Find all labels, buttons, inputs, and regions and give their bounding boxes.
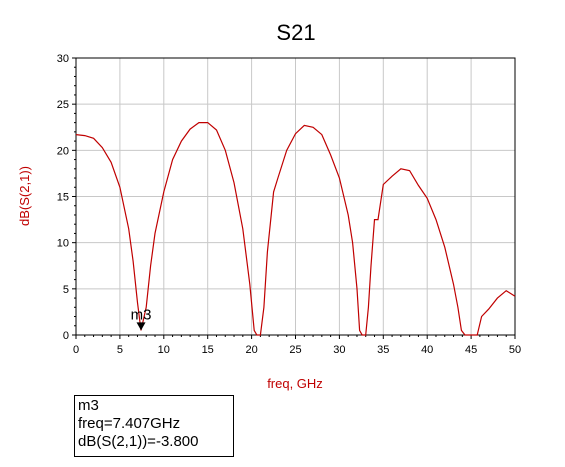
x-tick-label: 45	[465, 344, 477, 356]
x-tick-label: 25	[289, 344, 301, 356]
y-tick-label: 5	[63, 284, 69, 296]
y-tick-label: 15	[57, 192, 69, 204]
x-tick-label: 35	[377, 344, 389, 356]
marker-triangle[interactable]	[136, 322, 146, 331]
x-tick-label: 5	[117, 344, 123, 356]
x-tick-label: 0	[73, 344, 79, 356]
marker-readout: m3 freq=7.407GHz dB(S(2,1))=-3.800	[74, 395, 234, 457]
series-line	[75, 122, 516, 336]
x-tick-label: 50	[509, 344, 521, 356]
y-axis-label: dB(S(2,1))	[17, 166, 32, 226]
x-tick-label: 10	[158, 344, 170, 356]
y-tick-label: 0	[63, 330, 69, 342]
x-axis-label: freq, GHz	[267, 376, 323, 391]
y-tick-label: 30	[57, 53, 69, 65]
x-tick-label: 40	[421, 344, 433, 356]
x-tick-label: 20	[245, 344, 257, 356]
y-tick-label: 25	[57, 99, 69, 111]
y-axis: 0 5 10 15 20 25 30	[57, 53, 76, 342]
y-tick-label: 20	[57, 145, 69, 157]
x-tick-label: 30	[333, 344, 345, 356]
x-axis: 0 5 10 15 20 25 30 35 40 45 50	[73, 335, 521, 356]
marker-readout-value: dB(S(2,1))=-3.800	[78, 433, 199, 450]
marker-readout-name: m3	[78, 397, 99, 414]
grid	[76, 58, 515, 335]
marker[interactable]: m3	[131, 306, 152, 331]
y-tick-label: 10	[57, 238, 69, 250]
marker-label: m3	[131, 306, 152, 323]
chart-title: S21	[276, 20, 315, 45]
x-tick-label: 15	[202, 344, 214, 356]
marker-readout-freq: freq=7.407GHz	[78, 415, 181, 432]
